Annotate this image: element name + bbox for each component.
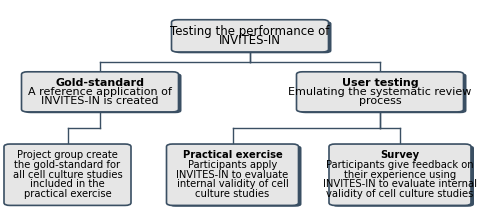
FancyBboxPatch shape (332, 145, 474, 207)
FancyBboxPatch shape (4, 144, 131, 205)
FancyBboxPatch shape (172, 20, 328, 52)
Text: their experience using: their experience using (344, 170, 456, 180)
Text: internal validity of cell: internal validity of cell (176, 179, 288, 189)
Text: Participants apply: Participants apply (188, 160, 277, 170)
Text: Project group create: Project group create (17, 150, 118, 160)
Text: validity of cell culture studies: validity of cell culture studies (326, 189, 474, 199)
Text: process: process (358, 96, 402, 106)
FancyBboxPatch shape (300, 73, 466, 113)
Text: Practical exercise: Practical exercise (182, 150, 282, 160)
Text: Survey: Survey (380, 150, 420, 160)
Text: INVITES-IN: INVITES-IN (219, 34, 281, 47)
FancyBboxPatch shape (170, 145, 302, 207)
Text: User testing: User testing (342, 78, 418, 88)
Text: Testing the performance of: Testing the performance of (170, 25, 330, 38)
Text: INVITES-IN to evaluate: INVITES-IN to evaluate (176, 170, 288, 180)
FancyBboxPatch shape (329, 144, 471, 205)
FancyBboxPatch shape (296, 72, 464, 112)
Text: the gold-standard for: the gold-standard for (14, 160, 120, 170)
Text: Emulating the systematic review: Emulating the systematic review (288, 87, 472, 97)
Text: A reference application of: A reference application of (28, 87, 172, 97)
FancyBboxPatch shape (174, 21, 332, 53)
Text: INVITES-IN to evaluate internal: INVITES-IN to evaluate internal (323, 179, 477, 189)
Text: culture studies: culture studies (196, 189, 270, 199)
Text: all cell culture studies: all cell culture studies (12, 170, 122, 180)
FancyBboxPatch shape (22, 72, 178, 112)
FancyBboxPatch shape (166, 144, 298, 205)
Text: Participants give feedback on: Participants give feedback on (326, 160, 474, 170)
Text: included in the: included in the (30, 179, 105, 189)
FancyBboxPatch shape (24, 73, 182, 113)
Text: Gold-standard: Gold-standard (56, 78, 144, 88)
Text: INVITES-IN is created: INVITES-IN is created (41, 96, 159, 106)
Text: practical exercise: practical exercise (24, 189, 112, 199)
